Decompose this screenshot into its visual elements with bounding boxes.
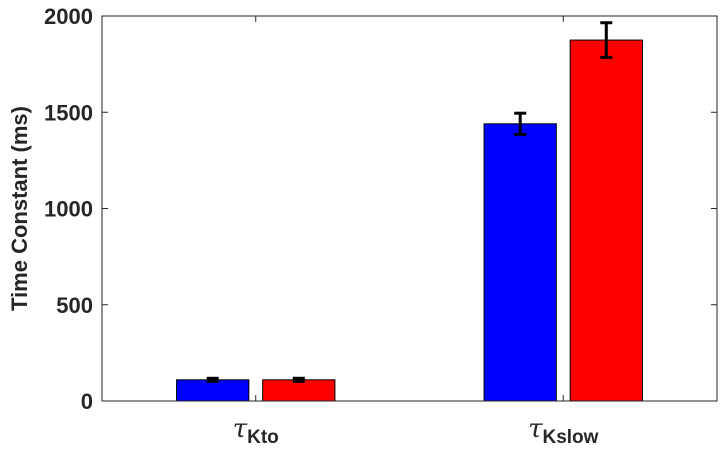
- y-tick-label: 500: [56, 293, 93, 318]
- error-bars-layer: [206, 21, 613, 383]
- error-bar-2-series-2: [600, 21, 613, 59]
- x-tick-label-subscript: Kto: [247, 427, 279, 448]
- bar-2-series-1: [483, 123, 557, 402]
- error-bar-1-series-1: [206, 376, 219, 383]
- x-tick-label-symbol: τ: [233, 414, 248, 444]
- y-tick-label: 1000: [44, 197, 93, 222]
- x-tick-label-subscript: Kslow: [542, 427, 598, 448]
- x-tick-label-2: τKslow: [528, 414, 599, 448]
- y-ticks-layer: 0 500 1000 1500 2000: [44, 4, 717, 414]
- y-tick-label: 1500: [44, 100, 93, 125]
- bar-1-series-2: [262, 379, 336, 402]
- y-tick-label: 2000: [44, 4, 93, 29]
- bars-layer: [176, 39, 643, 402]
- x-tick-label-symbol: τ: [528, 414, 543, 444]
- y-tick-label: 0: [81, 389, 93, 414]
- bar-1-series-1: [176, 379, 250, 402]
- error-bar-1-series-2: [292, 376, 305, 383]
- error-bar-2-series-1: [514, 111, 527, 136]
- y-axis-title: Time Constant (ms): [7, 106, 32, 311]
- bar-2-series-2: [569, 39, 643, 402]
- x-ticks-layer: τKto τKslow: [233, 16, 599, 448]
- x-tick-label-1: τKto: [233, 414, 279, 448]
